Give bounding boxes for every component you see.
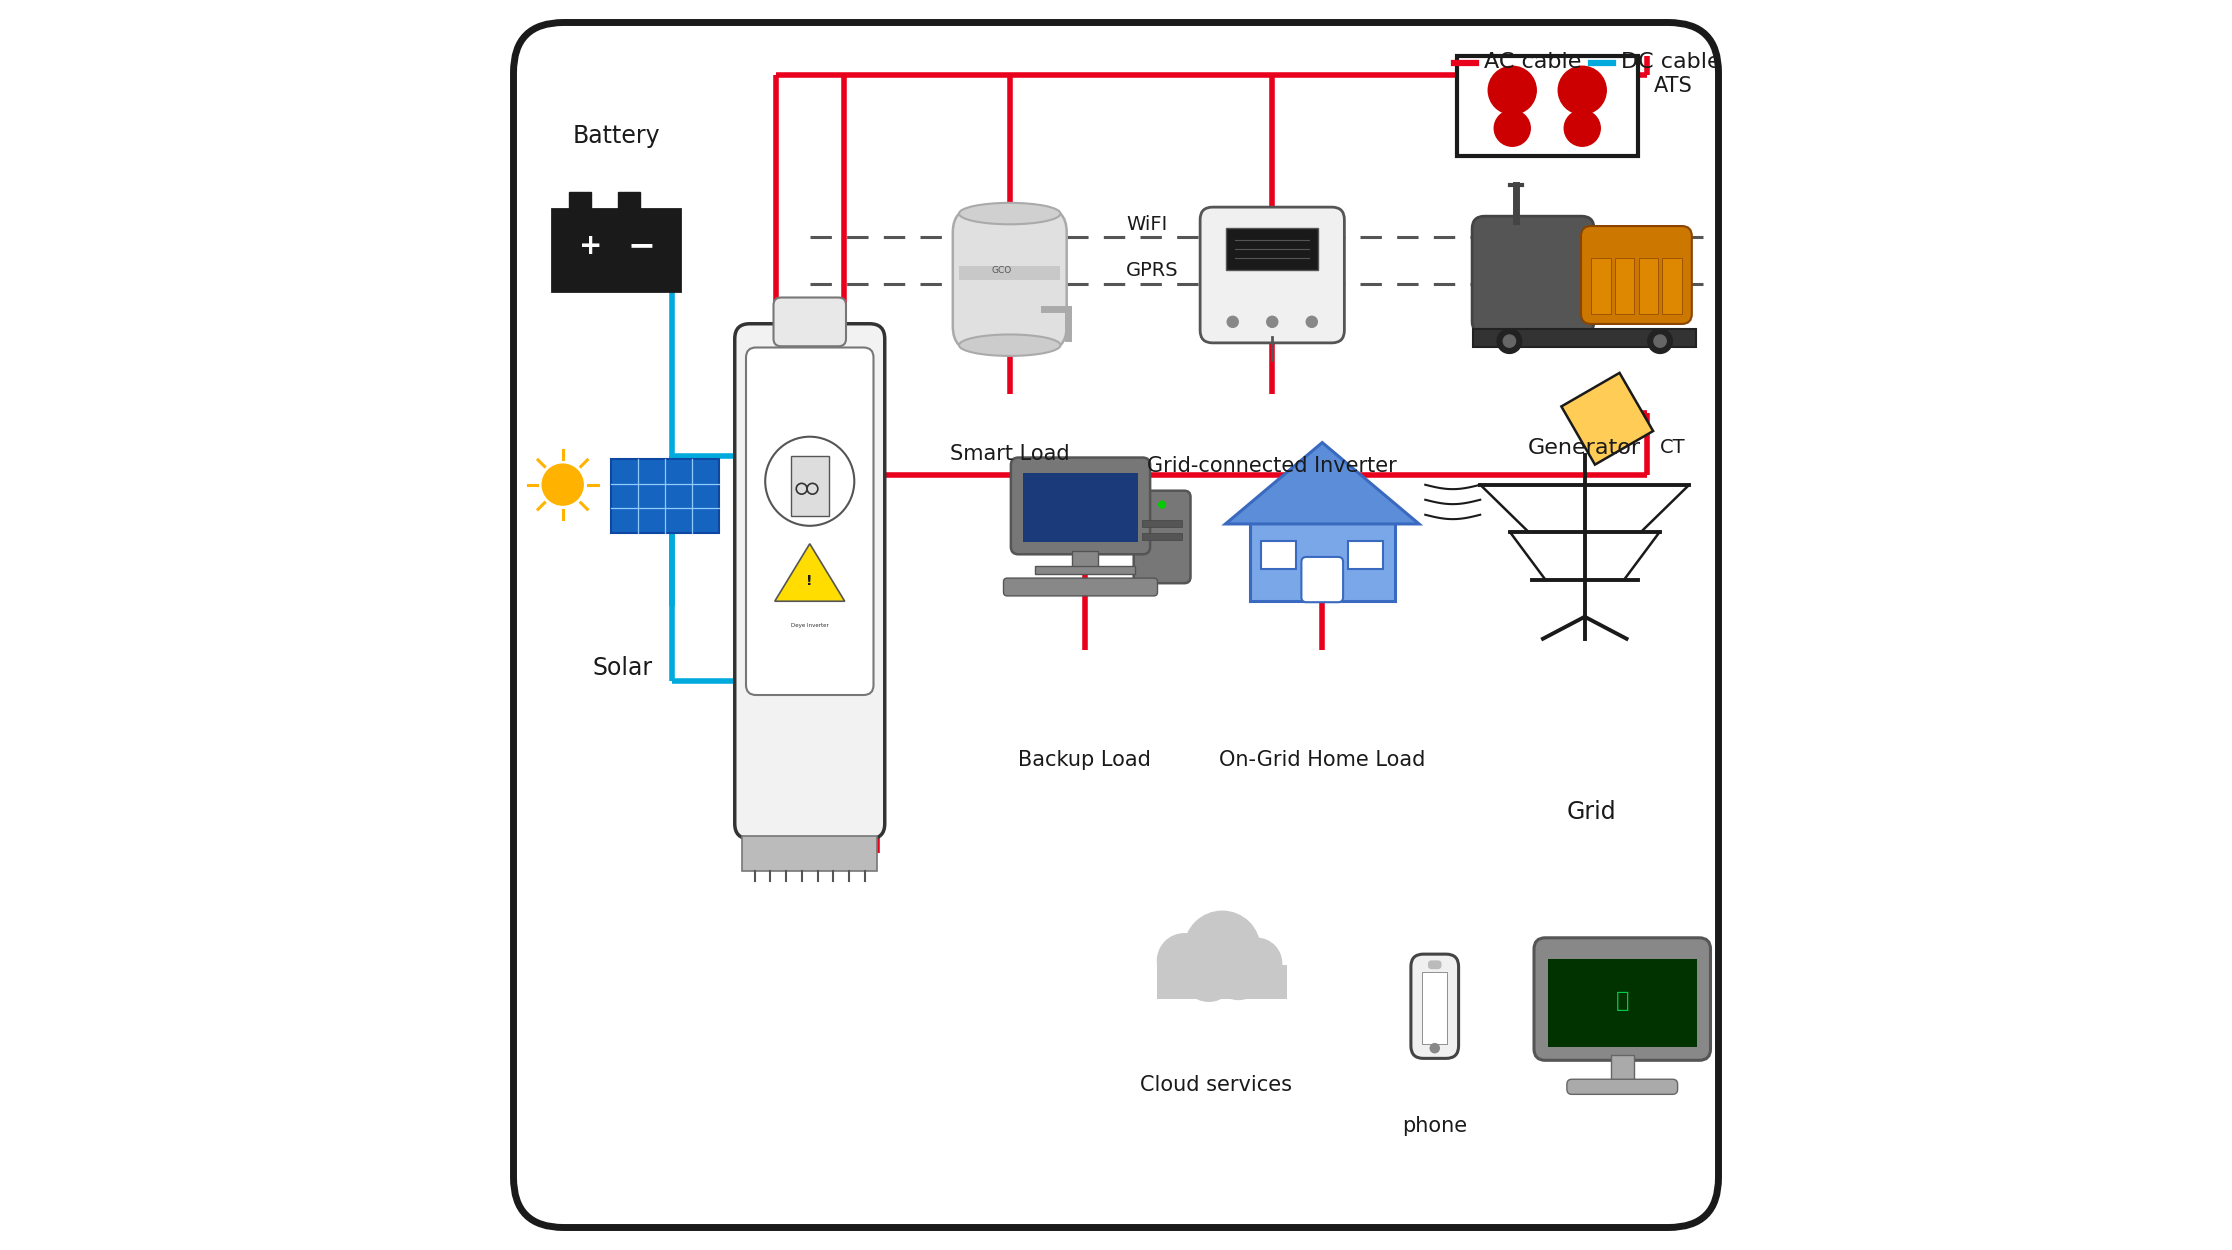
FancyBboxPatch shape: [953, 208, 1067, 351]
Text: WiFI: WiFI: [1125, 215, 1167, 234]
Circle shape: [1158, 501, 1165, 508]
Text: CT: CT: [1661, 438, 1685, 456]
Circle shape: [1647, 329, 1672, 354]
FancyBboxPatch shape: [1261, 541, 1297, 569]
FancyBboxPatch shape: [551, 209, 681, 291]
FancyBboxPatch shape: [1348, 541, 1384, 569]
Polygon shape: [1225, 442, 1420, 524]
Circle shape: [1185, 911, 1261, 986]
Circle shape: [1493, 110, 1531, 146]
Text: GCO: GCO: [991, 265, 1011, 275]
FancyBboxPatch shape: [1422, 972, 1446, 1044]
Text: phone: phone: [1402, 1116, 1466, 1136]
FancyBboxPatch shape: [1004, 578, 1158, 596]
Text: On-Grid Home Load: On-Grid Home Load: [1219, 750, 1426, 770]
FancyBboxPatch shape: [745, 348, 873, 695]
Text: Battery: Battery: [571, 124, 661, 148]
Circle shape: [1268, 316, 1277, 328]
FancyBboxPatch shape: [960, 266, 1060, 280]
Polygon shape: [775, 544, 844, 601]
FancyBboxPatch shape: [1411, 954, 1457, 1059]
Circle shape: [1158, 934, 1212, 988]
Text: Backup Load: Backup Load: [1018, 750, 1152, 770]
FancyBboxPatch shape: [1591, 258, 1612, 314]
Text: Smart Load: Smart Load: [951, 444, 1069, 464]
FancyBboxPatch shape: [1071, 550, 1098, 569]
FancyBboxPatch shape: [1428, 960, 1442, 969]
FancyBboxPatch shape: [1616, 258, 1634, 314]
FancyBboxPatch shape: [1036, 566, 1134, 574]
Text: ATS: ATS: [1654, 76, 1692, 96]
Circle shape: [1654, 335, 1667, 348]
FancyBboxPatch shape: [1457, 56, 1638, 156]
FancyBboxPatch shape: [1663, 258, 1681, 314]
Ellipse shape: [960, 202, 1060, 224]
Polygon shape: [1562, 372, 1654, 465]
Text: AC cable: AC cable: [1484, 52, 1580, 72]
Circle shape: [766, 436, 855, 526]
FancyBboxPatch shape: [1201, 208, 1344, 342]
Text: −: −: [627, 230, 656, 262]
FancyBboxPatch shape: [743, 836, 877, 871]
Circle shape: [1181, 948, 1237, 1001]
Text: Cloud services: Cloud services: [1141, 1075, 1292, 1095]
Text: Deye Inverter: Deye Inverter: [790, 622, 828, 628]
Circle shape: [1504, 335, 1516, 348]
FancyBboxPatch shape: [1533, 938, 1710, 1060]
Text: +: +: [578, 232, 603, 260]
FancyBboxPatch shape: [1473, 216, 1594, 334]
FancyBboxPatch shape: [775, 298, 846, 346]
FancyBboxPatch shape: [1225, 229, 1319, 270]
FancyBboxPatch shape: [1612, 1055, 1634, 1080]
Circle shape: [1558, 66, 1607, 114]
Text: Grid-connected Inverter: Grid-connected Inverter: [1147, 456, 1397, 476]
Circle shape: [1431, 1044, 1440, 1052]
FancyBboxPatch shape: [1024, 472, 1138, 541]
Circle shape: [1565, 110, 1600, 146]
Circle shape: [542, 464, 583, 505]
Text: 🗺: 🗺: [1616, 991, 1629, 1011]
Circle shape: [1212, 945, 1266, 1000]
FancyBboxPatch shape: [1547, 959, 1696, 1046]
FancyBboxPatch shape: [1011, 458, 1149, 554]
FancyBboxPatch shape: [569, 192, 591, 209]
Text: DC cable: DC cable: [1620, 52, 1721, 72]
Circle shape: [1498, 329, 1522, 354]
FancyBboxPatch shape: [612, 459, 719, 532]
FancyBboxPatch shape: [513, 22, 1719, 1228]
FancyBboxPatch shape: [1158, 965, 1288, 1000]
Circle shape: [1232, 939, 1281, 989]
Text: !: !: [806, 574, 812, 589]
FancyBboxPatch shape: [790, 456, 828, 516]
Text: GPRS: GPRS: [1125, 261, 1178, 280]
FancyBboxPatch shape: [1638, 258, 1658, 314]
Text: Grid: Grid: [1567, 800, 1616, 824]
FancyBboxPatch shape: [618, 192, 641, 209]
Circle shape: [1228, 316, 1239, 328]
Circle shape: [1489, 66, 1536, 114]
FancyBboxPatch shape: [1580, 226, 1692, 324]
FancyBboxPatch shape: [1143, 520, 1181, 526]
FancyBboxPatch shape: [1301, 558, 1344, 602]
FancyBboxPatch shape: [1250, 521, 1395, 601]
FancyBboxPatch shape: [1473, 329, 1696, 348]
FancyBboxPatch shape: [734, 324, 884, 839]
FancyBboxPatch shape: [1143, 532, 1181, 540]
Text: Generator: Generator: [1529, 438, 1641, 458]
Text: Solar: Solar: [591, 656, 652, 680]
FancyBboxPatch shape: [1134, 491, 1190, 584]
Circle shape: [1306, 316, 1317, 328]
FancyBboxPatch shape: [1567, 1079, 1678, 1094]
Ellipse shape: [960, 335, 1060, 356]
